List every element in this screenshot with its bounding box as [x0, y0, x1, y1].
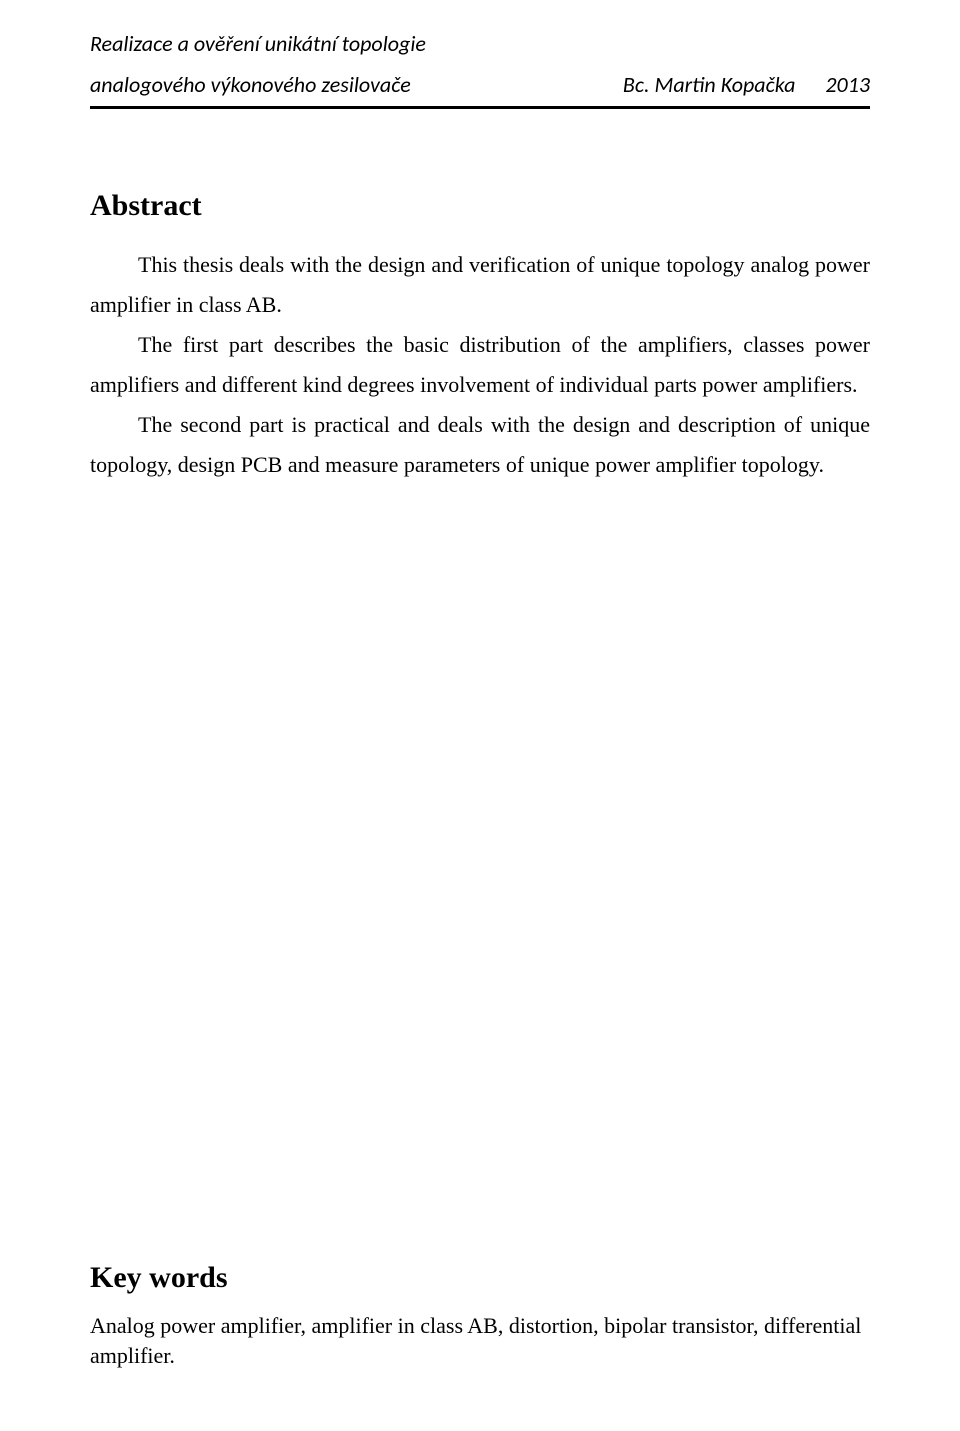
- keywords-heading: Key words: [90, 1261, 870, 1295]
- header-title-line2: analogového výkonového zesilovače: [90, 71, 411, 98]
- abstract-paragraph-1: This thesis deals with the design and ve…: [90, 245, 870, 325]
- header-right: Bc. Martin Kopačka 2013: [623, 71, 870, 98]
- header-underline: [90, 106, 870, 109]
- header-year: 2013: [825, 71, 870, 98]
- keywords-block: Key words Analog power amplifier, amplif…: [90, 1261, 870, 1371]
- abstract-heading: Abstract: [90, 189, 870, 223]
- header-title-line1: Realizace a ověření unikátní topologie: [90, 30, 870, 57]
- abstract-paragraph-3: The second part is practical and deals w…: [90, 405, 870, 485]
- header-author: Bc. Martin Kopačka: [623, 71, 796, 98]
- keywords-text: Analog power amplifier, amplifier in cla…: [90, 1311, 870, 1371]
- abstract-paragraph-2: The first part describes the basic distr…: [90, 325, 870, 405]
- header-line2-row: analogového výkonového zesilovače Bc. Ma…: [90, 71, 870, 98]
- page-header: Realizace a ověření unikátní topologie a…: [90, 30, 870, 109]
- page: Realizace a ověření unikátní topologie a…: [0, 0, 960, 1431]
